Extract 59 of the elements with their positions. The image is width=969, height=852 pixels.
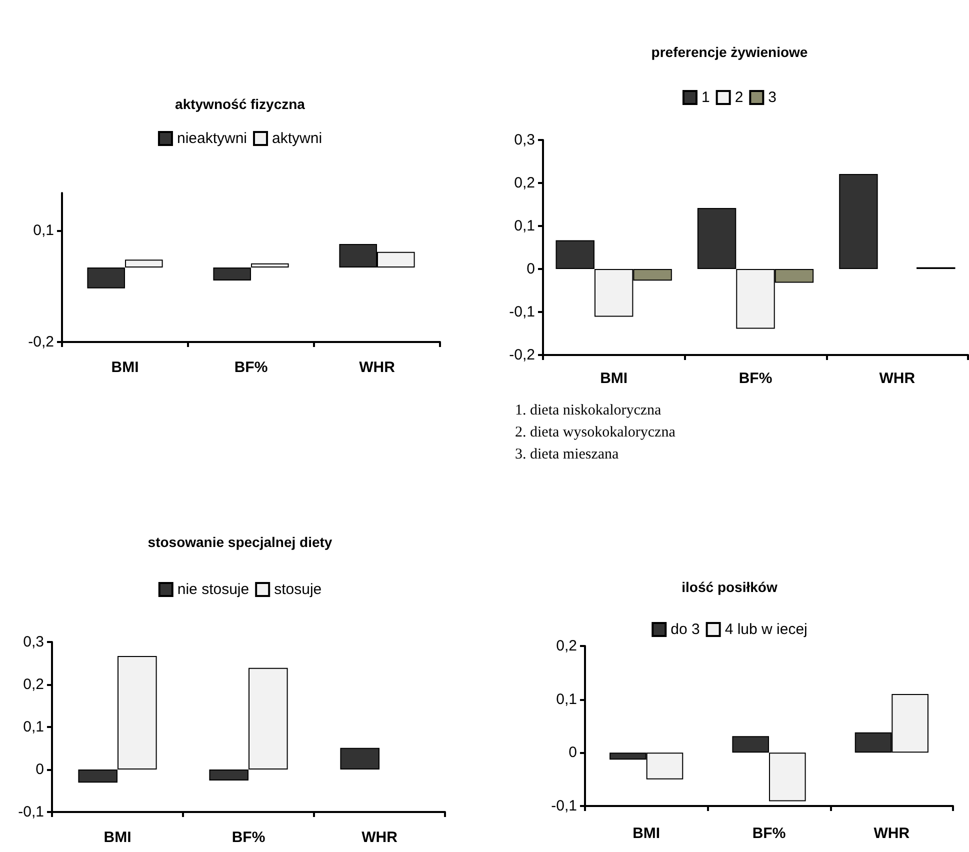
y-tick-label: 0,1 xyxy=(33,222,54,239)
x-tick-label: BF% xyxy=(752,825,786,842)
chart-title: preferencje żywieniowe xyxy=(651,44,808,60)
bar xyxy=(839,174,878,269)
y-tick-label: 0,2 xyxy=(23,676,44,693)
x-tick-label: BF% xyxy=(234,359,268,376)
y-tick-label: -0,1 xyxy=(18,804,44,820)
chart-title: stosowanie specjalnej diety xyxy=(148,534,332,550)
y-tick-label: 0,3 xyxy=(23,634,44,650)
legend-label: nieaktywni xyxy=(176,130,248,147)
x-tick-label: BMI xyxy=(600,370,628,387)
bar xyxy=(87,268,125,288)
y-tick-label: -0,2 xyxy=(28,334,54,350)
legend-label: stosuje xyxy=(274,581,322,598)
text: 1. dieta niskokaloryczna xyxy=(515,402,662,418)
bar xyxy=(556,240,594,269)
x-tick-label: BMI xyxy=(111,359,139,376)
bar xyxy=(213,268,251,281)
x-tick-label: WHR xyxy=(359,359,396,376)
y-tick-label: 0,3 xyxy=(514,132,535,148)
bar xyxy=(125,260,163,268)
y-tick-label: -0,1 xyxy=(551,798,577,814)
y-tick-label: 0,1 xyxy=(23,718,44,736)
y-tick-label: 0 xyxy=(568,744,577,762)
legend-label: do 3 xyxy=(670,621,700,638)
legend-label: 2 xyxy=(734,89,744,106)
bar xyxy=(340,748,380,770)
bar xyxy=(732,736,769,753)
bar xyxy=(118,656,157,770)
bar xyxy=(251,263,289,268)
bar xyxy=(209,770,248,781)
legend-label: nie stosuje xyxy=(177,581,250,598)
legend-label: 4 lub w iecej xyxy=(724,621,808,638)
y-tick-label: 0,2 xyxy=(556,638,577,654)
legend-label: 1 xyxy=(701,89,710,106)
bar xyxy=(697,208,736,269)
y-tick-label: 0,2 xyxy=(514,174,535,192)
legend-label: aktywni xyxy=(272,130,322,147)
bar xyxy=(769,752,806,802)
text: 3. dieta mieszana xyxy=(515,446,620,462)
y-tick-label: -0,1 xyxy=(509,304,535,320)
x-tick-label: BF% xyxy=(738,370,772,387)
y-tick-label: 0 xyxy=(526,260,535,278)
x-tick-label: WHR xyxy=(362,829,398,846)
legend-label: 3 xyxy=(768,89,777,106)
x-tick-label: BMI xyxy=(104,829,132,846)
text: 2. dieta wysokokaloryczna xyxy=(515,424,676,440)
bar xyxy=(248,668,288,770)
y-tick-label: -0,2 xyxy=(509,346,535,364)
x-tick-label: BF% xyxy=(232,829,266,846)
x-tick-label: BMI xyxy=(632,825,660,842)
y-tick-label: 0,1 xyxy=(514,218,535,234)
chart-title: ilość posiłków xyxy=(682,579,778,595)
x-tick-label: WHR xyxy=(874,825,910,842)
chart-title: aktywność fizyczna xyxy=(175,96,306,112)
x-tick-label: WHR xyxy=(879,370,916,387)
y-tick-label: 0,1 xyxy=(556,690,577,708)
bar xyxy=(78,770,118,783)
y-tick-label: 0 xyxy=(36,761,44,778)
